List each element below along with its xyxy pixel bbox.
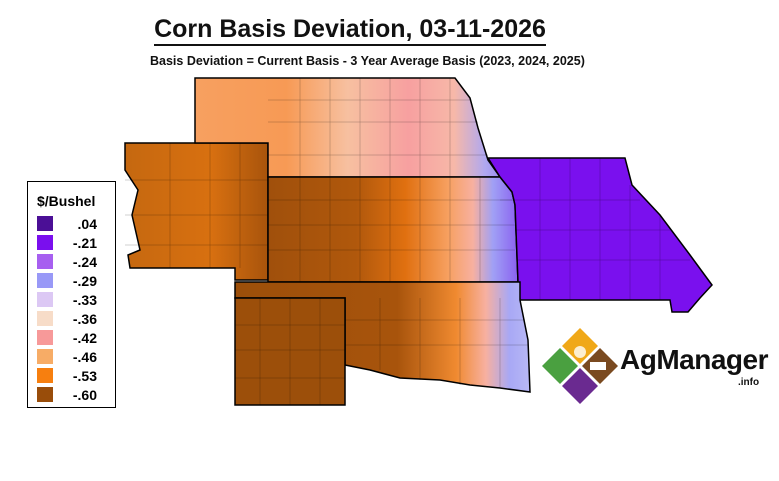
legend-label: -.21 [72,234,97,251]
legend-item: -.46 [37,347,115,366]
legend: $/Bushel .04 -.21 -.24 -.29 -.33 -.36 -.42 -.46… [27,181,116,408]
region-missouri [486,157,713,313]
legend-title: $/Bushel [37,193,96,209]
legend-label: .04 [77,215,97,232]
legend-label: -.29 [72,272,97,289]
county-lines [125,78,690,405]
legend-item: -.21 [37,233,115,252]
legend-label: -.60 [72,386,97,403]
legend-swatch [37,387,53,402]
logo-text: AgManager [620,344,768,375]
legend-label: -.53 [72,367,97,384]
map-subtitle: Basis Deviation = Current Basis - 3 Year… [150,54,585,68]
legend-item: -.60 [37,385,115,404]
legend-item: -.53 [37,366,115,385]
title-text: Corn Basis Deviation, 03-11-2026 [154,15,546,46]
legend-swatch [37,235,53,250]
legend-swatch [37,349,53,364]
logo-suffix: .info [738,377,760,388]
map-title: Corn Basis Deviation, 03-11-2026 [0,14,700,46]
legend-label: -.24 [72,253,97,270]
legend-swatch [37,368,53,383]
region-colorado [124,142,269,281]
legend-item: -.33 [37,290,115,309]
legend-item: .04 [37,214,115,233]
legend-label: -.36 [72,310,97,327]
legend-swatch [37,216,53,231]
legend-label: -.46 [72,348,97,365]
legend-item: -.29 [37,271,115,290]
legend-item: -.36 [37,309,115,328]
legend-item: -.24 [37,252,115,271]
legend-item: -.42 [37,328,115,347]
agmanager-logo-icon [542,328,618,404]
legend-swatch [37,273,53,288]
legend-swatch [37,330,53,345]
legend-label: -.33 [72,291,97,308]
legend-swatch [37,311,53,326]
region-texas-panhandle [234,297,346,406]
legend-label: -.42 [72,329,97,346]
legend-swatch [37,292,53,307]
legend-swatch [37,254,53,269]
region-kansas [267,176,519,283]
